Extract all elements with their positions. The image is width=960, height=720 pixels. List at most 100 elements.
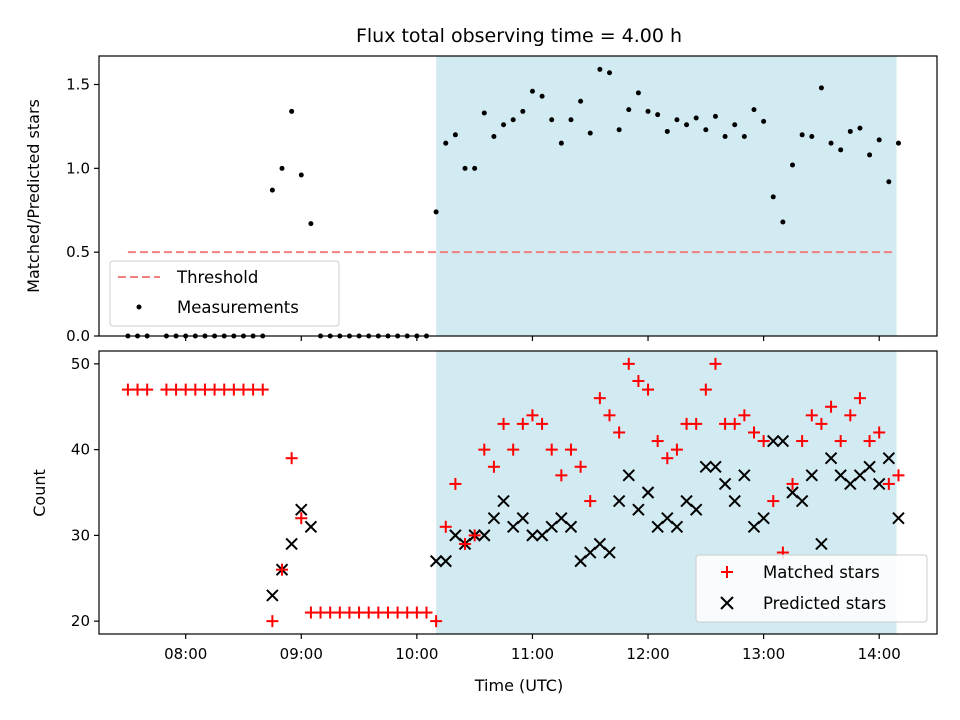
- matched-star-point: [276, 563, 289, 576]
- matched-star-point: [285, 452, 298, 465]
- matched-star-point: [555, 469, 568, 482]
- matched-star-point: [767, 495, 780, 508]
- measurement-point: [472, 165, 478, 171]
- matched-star-point: [882, 477, 895, 490]
- matched-star-point: [526, 409, 539, 422]
- predicted-star-point: [564, 520, 578, 534]
- measurement-point: [481, 110, 487, 116]
- xtick-label: 10:00: [395, 645, 438, 663]
- legend-predicted-swatch: [720, 596, 734, 610]
- matched-star-point: [430, 615, 443, 628]
- matched-star-point: [690, 417, 703, 430]
- measurement-point: [279, 165, 285, 171]
- matched-star-point: [622, 357, 635, 370]
- matched-star-point: [873, 426, 886, 439]
- measurement-point: [578, 98, 584, 104]
- matched-star-point: [593, 392, 606, 405]
- predicted-star-point: [497, 494, 510, 508]
- measurement-point: [867, 152, 873, 158]
- measurement-point: [491, 133, 497, 139]
- predicted-star-point: [872, 477, 886, 491]
- matched-star-point: [834, 435, 847, 448]
- measurement-point: [780, 219, 786, 225]
- xtick-label: 09:00: [280, 645, 323, 663]
- matched-star-point: [478, 443, 491, 456]
- top-y-axis-label: Matched/Predicted stars: [24, 99, 43, 293]
- measurement-point: [558, 140, 564, 146]
- measurement-point: [857, 125, 863, 131]
- bottom-legend-box: [695, 554, 928, 623]
- measurement-point: [645, 108, 651, 114]
- legend-matched-swatch: [721, 566, 733, 578]
- matched-star-point: [439, 520, 452, 533]
- matched-star-point: [487, 460, 500, 473]
- legend-matched-label: Matched stars: [763, 563, 880, 582]
- predicted-star-point: [805, 469, 818, 482]
- measurement-point: [443, 140, 449, 146]
- bottom-ytick-label: 30: [71, 526, 90, 544]
- measurement-point: [895, 140, 901, 146]
- xtick-label: 08:00: [164, 645, 207, 663]
- bottom-legend: Matched stars Predicted stars: [695, 554, 928, 623]
- matched-star-point: [536, 417, 549, 430]
- predicted-star-point: [304, 520, 318, 534]
- xtick-label: 11:00: [511, 645, 554, 663]
- matched-star-point: [256, 383, 269, 396]
- measurement-point: [886, 179, 892, 185]
- measurement-point: [549, 117, 555, 123]
- measurement-point: [433, 209, 439, 215]
- measurement-point: [664, 128, 670, 134]
- measurement-point: [790, 162, 796, 168]
- predicted-star-point: [776, 434, 790, 448]
- measurement-point: [298, 172, 304, 178]
- predicted-star-point: [718, 477, 732, 491]
- measurement-point: [607, 70, 613, 76]
- matched-star-point: [507, 443, 520, 456]
- matched-star-point: [295, 512, 308, 525]
- predicted-star-point: [795, 494, 809, 508]
- top-axes-frame: [98, 55, 938, 337]
- matched-star-point: [545, 443, 558, 456]
- predicted-star-point: [641, 486, 655, 499]
- matched-star-point: [420, 606, 433, 619]
- measurement-point: [703, 127, 709, 133]
- predicted-star-point: [699, 460, 713, 473]
- matched-star-point: [863, 435, 876, 448]
- legend-measurements-swatch: [136, 304, 142, 310]
- matched-star-point: [141, 383, 154, 396]
- predicted-star-point: [824, 451, 838, 465]
- xtick-label: 14:00: [858, 645, 901, 663]
- matched-star-point: [757, 435, 770, 448]
- matched-star-point: [468, 529, 481, 542]
- top-panel: 0.0 0.5 1.0 1.5 Matched/Predicted stars Thr…: [24, 55, 938, 345]
- matched-star-point: [613, 426, 626, 439]
- measurement-point: [655, 112, 661, 118]
- measurement-point: [501, 122, 507, 128]
- matched-star-point: [805, 409, 818, 422]
- predicted-star-point: [266, 589, 279, 602]
- predicted-star-point: [632, 503, 645, 516]
- predicted-star-point: [709, 460, 722, 473]
- predicted-star-point: [612, 494, 626, 508]
- matched-star-point: [564, 443, 577, 456]
- predicted-star-point: [516, 512, 530, 525]
- predicted-star-point: [815, 537, 828, 551]
- matched-star-point: [747, 426, 760, 439]
- matched-star-point: [815, 417, 828, 430]
- measurement-point: [635, 90, 641, 96]
- measurement-point: [510, 117, 516, 123]
- measurement-point: [741, 133, 747, 139]
- predicted-star-point: [689, 503, 703, 516]
- predicted-star-point: [738, 469, 751, 482]
- measurement-point: [809, 133, 815, 139]
- xtick-label: 12:00: [626, 645, 669, 663]
- bottom-ytick-label: 40: [71, 441, 90, 459]
- measurement-point: [462, 165, 468, 171]
- top-ytick-label: 0.0: [66, 327, 90, 345]
- measurement-point: [308, 221, 314, 227]
- xtick-label: 13:00: [742, 645, 785, 663]
- predicted-star-point: [767, 434, 780, 448]
- matched-star-point: [459, 537, 472, 550]
- measurement-point: [828, 140, 834, 146]
